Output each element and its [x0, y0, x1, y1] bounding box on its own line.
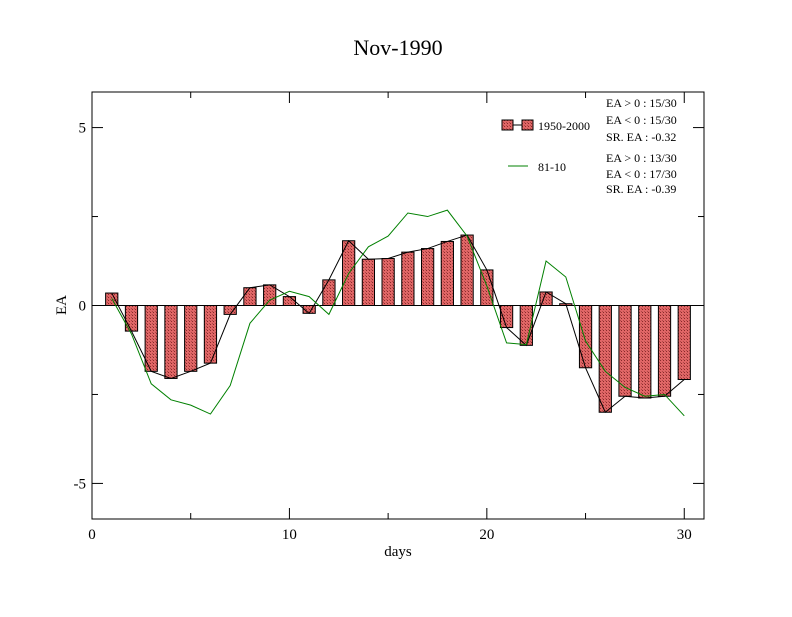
legend-stats-81-10: EA > 0 : 13/30 EA < 0 : 17/30 SR. EA : -… [606, 151, 677, 196]
legend-entry-81-10: 81-10 [508, 160, 566, 174]
lines-group [111, 209, 685, 417]
series-line-1950-2000 [111, 234, 685, 414]
bar-day-18 [440, 240, 454, 306]
bars-group [105, 234, 691, 413]
legend: 1950-2000 81-10 EA > 0 : 15/30 EA < 0 : … [501, 96, 677, 196]
stat-81-10-negative: EA < 0 : 17/30 [606, 167, 677, 181]
stat-1950-2000-sr: SR. EA : -0.32 [606, 130, 676, 144]
bar-day-5 [184, 305, 198, 372]
legend-stats-1950-2000: EA > 0 : 15/30 EA < 0 : 15/30 SR. EA : -… [606, 96, 677, 144]
bar-day-15 [381, 258, 395, 306]
bar-day-12 [322, 279, 336, 307]
x-tick-label-30: 30 [677, 527, 692, 543]
bar-day-25 [578, 305, 593, 369]
bar-day-8 [243, 287, 257, 307]
x-tick-label-0: 0 [88, 527, 96, 543]
bar-day-4 [164, 305, 178, 379]
y-axis-label: EA [54, 295, 70, 315]
legend-swatch-bar-right [521, 119, 534, 131]
bar-day-7 [223, 305, 237, 315]
stat-81-10-positive: EA > 0 : 13/30 [606, 151, 677, 165]
bar-day-6 [203, 305, 218, 364]
bar-day-26 [598, 305, 612, 413]
chart-title: Nov-1990 [353, 35, 442, 60]
bar-day-17 [420, 248, 435, 306]
x-tick-label-10: 10 [282, 527, 297, 543]
y-ticks-group: -5 0 5 [74, 121, 704, 492]
y-tick-label--5: -5 [74, 476, 87, 492]
x-ticks-group: 0 10 20 30 [88, 92, 692, 543]
x-tick-label-20: 20 [479, 527, 494, 543]
bar-day-14 [361, 258, 376, 307]
bar-day-10 [282, 296, 297, 306]
bar-day-28 [638, 305, 652, 399]
bar-day-27 [618, 305, 632, 397]
bar-day-30 [677, 305, 691, 381]
legend-label-81-10: 81-10 [538, 160, 566, 174]
stat-81-10-sr: SR. EA : -0.39 [606, 182, 676, 196]
legend-label-1950-2000: 1950-2000 [538, 119, 590, 133]
stat-1950-2000-negative: EA < 0 : 15/30 [606, 113, 677, 127]
stat-1950-2000-positive: EA > 0 : 15/30 [606, 96, 677, 110]
legend-entry-1950-2000: 1950-2000 [501, 119, 590, 133]
y-tick-label-0: 0 [79, 299, 87, 315]
bar-day-2 [124, 305, 139, 332]
x-axis-label: days [384, 544, 412, 560]
bar-day-29 [657, 305, 672, 397]
bar-day-16 [401, 251, 415, 306]
series-line-81-10 [111, 209, 685, 417]
bar-day-3 [144, 305, 158, 372]
legend-swatch-bar-left [501, 119, 514, 131]
y-tick-label-5: 5 [79, 121, 87, 137]
